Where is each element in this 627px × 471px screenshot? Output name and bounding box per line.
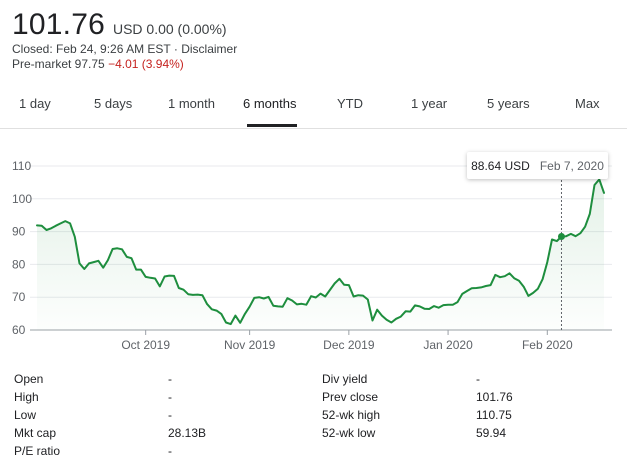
stat-value: - [476,372,480,386]
stat-row-high: High - [14,390,318,408]
stat-value: - [168,408,172,422]
disclaimer-link[interactable]: Disclaimer [181,42,238,56]
premarket-status: Pre-market 97.75 −4.01 (3.94%) [12,57,237,72]
stat-value: 101.76 [476,390,513,404]
tab-5-years[interactable]: 5 years [487,96,530,111]
x-tick-label: Nov 2019 [224,338,276,350]
hover-point [557,233,565,241]
tooltip-date: Feb 7, 2020 [539,158,604,173]
stats-left-column: Open - High - Low - Mkt cap 28.13B P/E r… [14,372,318,462]
tab-5-days[interactable]: 5 days [94,96,133,111]
stat-row-52-wk-high: 52-wk high 110.75 [322,408,626,426]
chart-tooltip: 88.64 USD Feb 7, 2020 [467,152,608,179]
stat-value: - [168,372,172,386]
stat-value: 110.75 [476,408,512,422]
tooltip-value: 88.64 USD [471,158,530,173]
tab-1-month[interactable]: 1 month [168,96,215,111]
stat-row-div-yield: Div yield - [322,372,626,390]
current-price: 101.76 [12,8,105,41]
stat-label: Mkt cap [14,426,57,440]
tab-6-months[interactable]: 6 months [243,96,297,111]
price-line: 101.76 USD 0.00 (0.00%) [12,8,237,42]
price-change: USD 0.00 (0.00%) [112,21,227,37]
stat-row-low: Low - [14,408,318,426]
tab-1-day[interactable]: 1 day [19,96,51,111]
closed-status: Closed: Feb 24, 9:26 AM EST · Disclaimer [12,42,237,57]
stat-label: 52-wk high [322,408,381,422]
y-tick-label: 60 [12,323,26,337]
stat-label: Prev close [322,390,379,404]
quote-header: 101.76 USD 0.00 (0.00%) Closed: Feb 24, … [12,8,237,72]
price-line-series [36,178,605,326]
closed-text: Closed: Feb 24, 9:26 AM EST [12,42,171,56]
price-area-fill [37,179,604,330]
active-tab-indicator [247,124,297,127]
x-tick-label: Oct 2019 [121,338,170,350]
stat-value: - [168,444,172,458]
stat-row-mkt-cap: Mkt cap 28.13B [14,426,318,444]
stat-label: Div yield [322,372,368,386]
premarket-price: Pre-market 97.75 [12,57,105,71]
range-tabs: 1 day 5 days 1 month 6 months YTD 1 year… [0,88,627,129]
stat-row-pe-ratio: P/E ratio - [14,444,318,462]
y-tick-label: 100 [12,192,32,206]
stat-value: 28.13B [168,426,207,440]
stat-label: High [14,390,39,404]
stat-row-prev-close: Prev close 101.76 [322,390,626,408]
premarket-change: −4.01 (3.94%) [108,57,184,71]
stat-row-open: Open - [14,372,318,390]
y-tick-label: 90 [12,225,26,239]
stat-label: Open [14,372,44,386]
tab-ytd[interactable]: YTD [337,96,363,111]
stat-value: - [168,390,172,404]
price-chart[interactable]: 110 100 90 80 70 60 Oct 2019 Nov 2019 Dec 2019 Ja… [0,150,627,350]
tab-1-year[interactable]: 1 year [411,96,448,111]
stat-label: 52-wk low [322,426,376,440]
tab-max[interactable]: Max [575,96,600,111]
x-tick-label: Feb 2020 [522,338,573,350]
y-tick-label: 80 [12,257,26,271]
stat-value: 59.94 [476,426,507,440]
stat-row-52-wk-low: 52-wk low 59.94 [322,426,626,444]
stat-label: P/E ratio [14,444,61,458]
stat-label: Low [14,408,37,422]
y-tick-label: 70 [12,290,26,304]
meta-separator: · [170,42,182,56]
stats-right-column: Div yield - Prev close 101.76 52-wk high… [322,372,626,444]
x-tick-label: Jan 2020 [423,338,473,350]
x-tick-label: Dec 2019 [323,338,375,350]
y-tick-label: 110 [12,159,31,173]
